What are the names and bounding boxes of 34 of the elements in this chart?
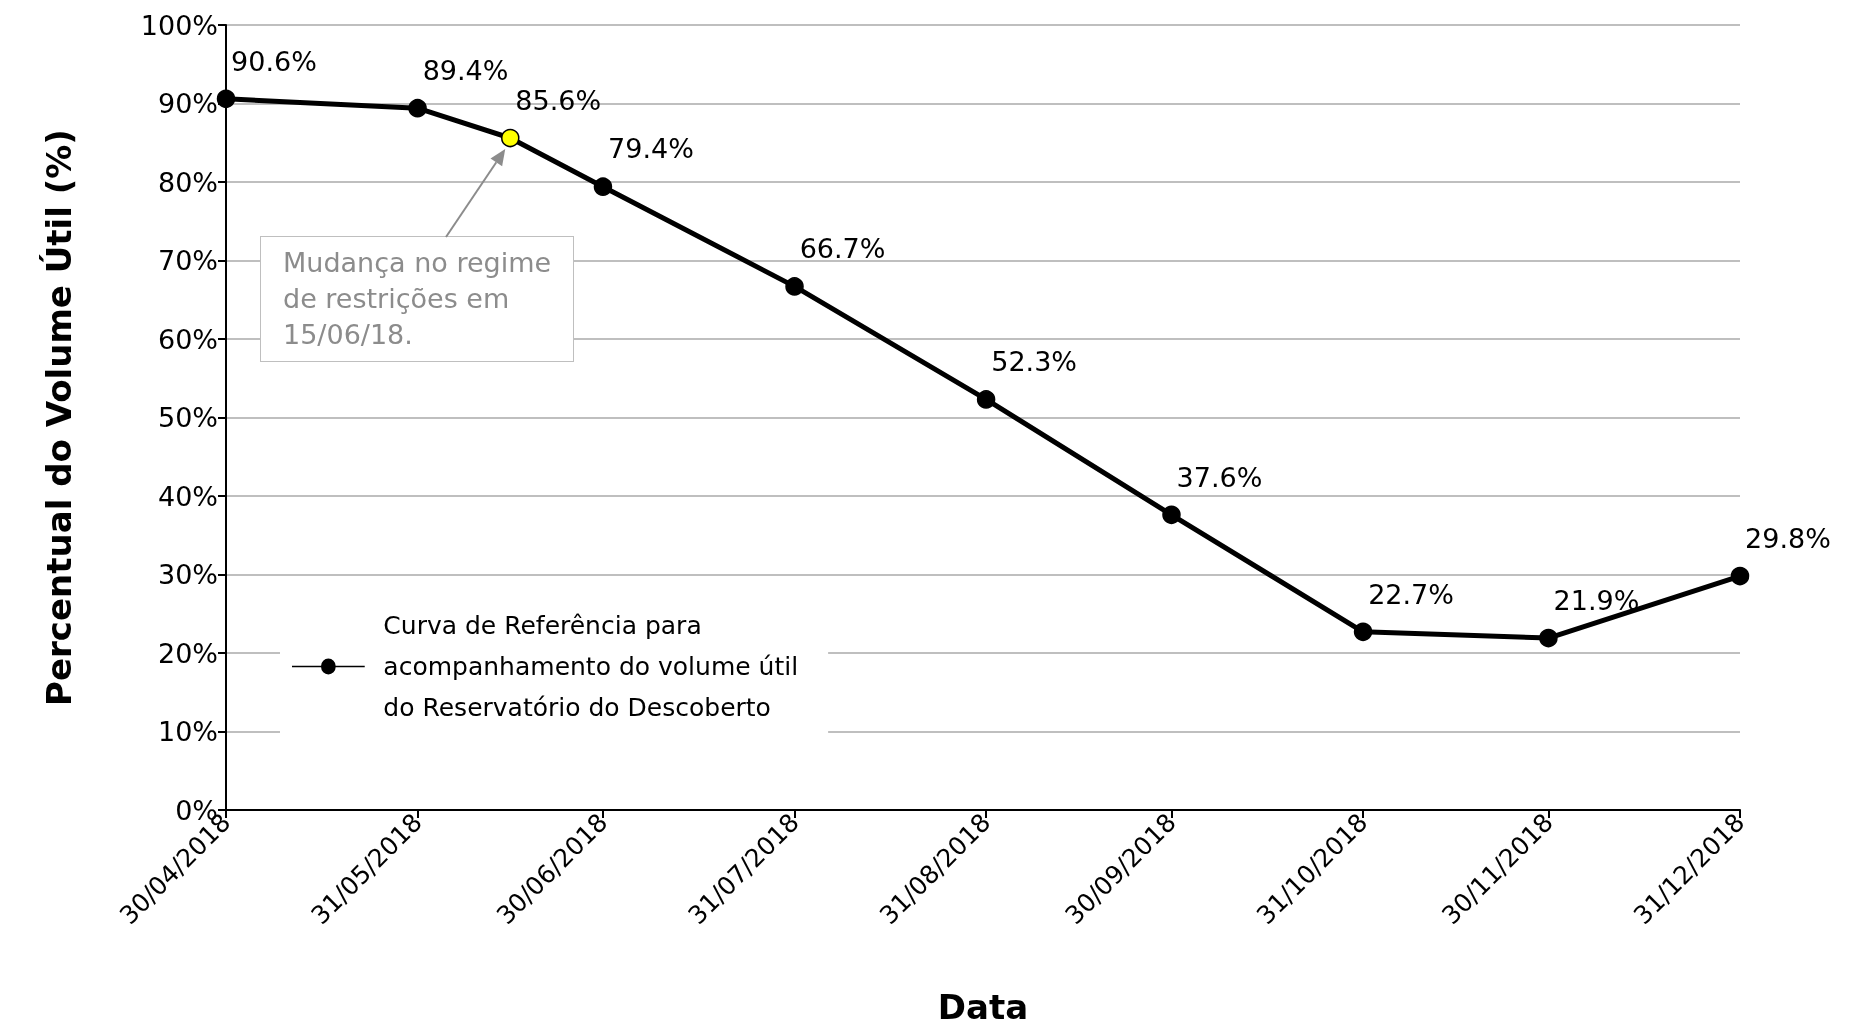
point	[1730, 566, 1750, 586]
point	[216, 89, 236, 109]
y-tick-label: 50%	[157, 402, 218, 433]
y-tick-label: 90%	[157, 88, 218, 119]
data-label: 29.8%	[1745, 522, 1831, 554]
data-label: 85.6%	[515, 84, 602, 116]
data-label: 22.7%	[1368, 578, 1454, 610]
data-label: 52.3%	[991, 346, 1077, 378]
y-tick-label: 40%	[157, 480, 218, 512]
y-tick-label: 30%	[157, 559, 218, 590]
point	[1162, 505, 1181, 525]
point	[1539, 628, 1558, 648]
y-tick-label: 60%	[157, 323, 218, 355]
annotation: Mudança no regime de restrições em 15/06/18.	[283, 247, 552, 350]
point	[1353, 622, 1373, 642]
y-tick-label: 20%	[157, 637, 218, 669]
point	[408, 98, 427, 118]
point	[976, 390, 996, 409]
y-tick-label: 70%	[157, 245, 218, 276]
point	[785, 277, 804, 296]
y-axis-title: Percentual do Volume Útil (%)	[39, 129, 79, 706]
data-label: 89.4%	[422, 54, 509, 86]
y-tick-label: 100%	[140, 9, 218, 41]
y-tick-label: 80%	[157, 166, 218, 198]
point	[593, 177, 613, 196]
data-label: 79.4%	[608, 133, 694, 165]
point	[501, 128, 520, 148]
legend-label: Curva de Referência para acompanhamento do volume útil do Reservatório do Descoberto	[383, 611, 799, 722]
data-label: 37.6%	[1176, 461, 1263, 493]
data-label: 66.7%	[799, 233, 886, 265]
data-label: 90.6%	[231, 45, 317, 77]
data-label: 21.9%	[1553, 584, 1640, 616]
y-tick-label: 10%	[157, 716, 218, 747]
x-axis-title: Data	[937, 987, 1029, 1027]
